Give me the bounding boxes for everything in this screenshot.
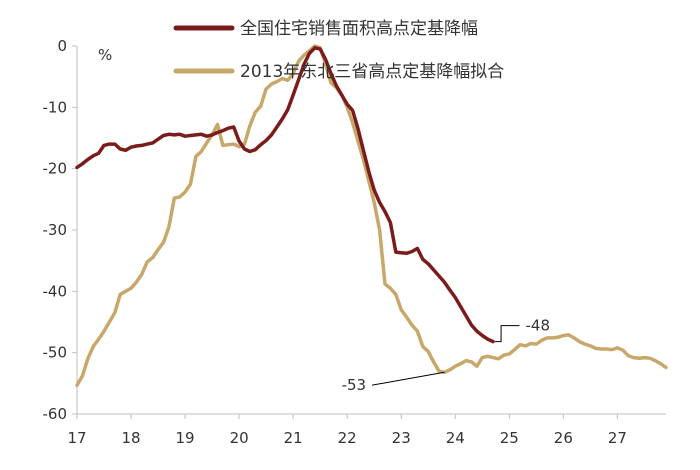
y-tick-label: -20 <box>43 160 68 178</box>
x-tick-label: 26 <box>554 429 573 447</box>
y-tick-label: -50 <box>43 344 68 362</box>
y-tick-label: -40 <box>43 282 68 300</box>
x-tick-label: 19 <box>176 429 195 447</box>
y-tick-label: 0 <box>57 37 67 55</box>
x-tick-label: 27 <box>608 429 627 447</box>
annotation-leader-1 <box>372 371 445 386</box>
y-tick-label: -10 <box>43 98 68 116</box>
series-line-1 <box>75 44 668 387</box>
series-layer <box>75 44 668 387</box>
y-tick-label: -30 <box>43 221 68 239</box>
x-tick-label: 21 <box>284 429 303 447</box>
x-tick-label: 22 <box>338 429 357 447</box>
y-unit-label: % <box>98 46 112 64</box>
x-tick-label: 17 <box>67 429 86 447</box>
x-tick-label: 25 <box>500 429 519 447</box>
series-line-0 <box>75 46 495 344</box>
axes: 0 -10 -20 -30 -40 -50 -60 17 18 19 20 21 22 23 24 25 26 2… <box>43 37 666 447</box>
x-tick-label: 20 <box>230 429 249 447</box>
legend: 全国住宅销售面积高点定基降幅 2013年东北三省高点定基降幅拟合 <box>173 19 504 82</box>
legend-label-national: 全国住宅销售面积高点定基降幅 <box>240 19 478 39</box>
annotation-label-1: -53 <box>342 376 367 394</box>
annotation-layer: -48 -53 <box>342 317 550 394</box>
annotation-leader-0 <box>495 325 520 343</box>
annotation-label-0: -48 <box>526 317 551 335</box>
x-tick-label: 23 <box>392 429 411 447</box>
y-tick-label: -60 <box>43 405 68 423</box>
legend-label-northeast: 2013年东北三省高点定基降幅拟合 <box>240 62 504 82</box>
x-tick-label: 24 <box>446 429 465 447</box>
x-tick-label: 18 <box>121 429 140 447</box>
